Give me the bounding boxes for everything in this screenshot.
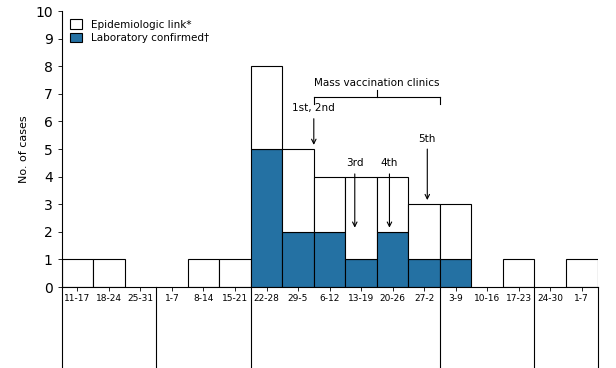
Bar: [188, 259, 219, 287]
Bar: [251, 149, 282, 287]
Bar: [346, 177, 377, 259]
Bar: [62, 259, 93, 287]
Bar: [314, 177, 346, 232]
Bar: [377, 177, 408, 232]
Bar: [314, 232, 346, 287]
Text: 3rd: 3rd: [346, 158, 363, 226]
Bar: [346, 259, 377, 287]
Bar: [377, 232, 408, 287]
Bar: [503, 259, 535, 287]
Text: Mass vaccination clinics: Mass vaccination clinics: [314, 78, 440, 88]
Bar: [219, 259, 251, 287]
Bar: [440, 259, 471, 287]
Text: 1st, 2nd: 1st, 2nd: [293, 103, 335, 144]
Bar: [440, 204, 471, 259]
Y-axis label: No. of cases: No. of cases: [19, 115, 30, 183]
Text: 4th: 4th: [381, 158, 398, 226]
Legend: Epidemiologic link*, Laboratory confirmed†: Epidemiologic link*, Laboratory confirme…: [67, 16, 212, 46]
Bar: [566, 259, 598, 287]
Bar: [408, 204, 440, 259]
Bar: [408, 259, 440, 287]
Bar: [282, 232, 314, 287]
Bar: [282, 149, 314, 232]
Bar: [251, 66, 282, 149]
Text: 5th: 5th: [419, 134, 436, 199]
Bar: [93, 259, 124, 287]
